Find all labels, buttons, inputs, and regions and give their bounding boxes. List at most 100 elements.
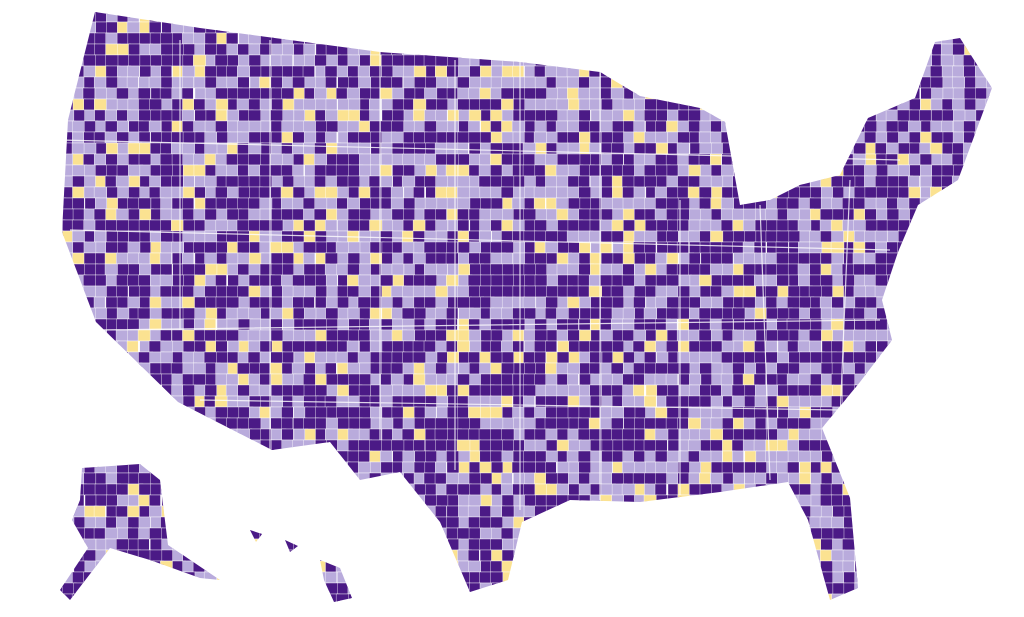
county — [392, 65, 405, 78]
county — [973, 307, 987, 320]
county — [754, 538, 770, 551]
county — [843, 605, 854, 616]
county — [171, 527, 184, 540]
county — [632, 571, 646, 584]
county — [73, 109, 86, 122]
county — [985, 252, 992, 265]
county — [931, 527, 944, 540]
county — [314, 219, 327, 232]
county — [931, 87, 944, 100]
county — [524, 21, 538, 34]
county — [931, 197, 947, 210]
county — [238, 527, 251, 540]
county — [60, 494, 64, 507]
county — [590, 186, 603, 199]
county — [446, 21, 460, 34]
county — [281, 571, 294, 584]
county — [721, 560, 737, 573]
county — [116, 32, 130, 45]
county — [82, 274, 97, 287]
county — [930, 516, 942, 529]
county — [523, 329, 536, 342]
county — [588, 593, 603, 602]
county — [567, 593, 583, 602]
county — [159, 186, 174, 199]
county — [172, 450, 186, 463]
county — [699, 98, 713, 111]
county — [194, 12, 207, 23]
county — [237, 197, 251, 210]
county — [885, 549, 901, 562]
county — [501, 505, 516, 518]
county — [271, 571, 284, 584]
county — [391, 571, 406, 584]
county — [920, 450, 934, 463]
county — [314, 472, 330, 485]
county — [83, 65, 96, 78]
county — [139, 439, 153, 452]
county — [666, 252, 679, 265]
county — [588, 54, 601, 67]
county — [116, 318, 130, 331]
county — [997, 352, 1011, 363]
county — [501, 494, 515, 507]
county — [93, 527, 107, 540]
county — [953, 208, 969, 221]
county — [138, 274, 151, 287]
county — [843, 131, 858, 144]
county — [501, 450, 515, 463]
county — [413, 12, 425, 23]
county — [721, 285, 735, 298]
county — [809, 43, 823, 56]
county — [478, 54, 494, 67]
county — [985, 65, 992, 78]
county — [975, 340, 988, 353]
county — [577, 87, 590, 100]
county — [985, 285, 992, 298]
county — [392, 32, 405, 45]
county — [270, 351, 285, 364]
county — [909, 164, 922, 177]
county — [809, 32, 823, 45]
county — [975, 285, 990, 298]
county — [425, 32, 441, 45]
county — [468, 131, 482, 144]
county — [489, 307, 504, 320]
county — [72, 527, 86, 540]
county — [766, 0, 779, 11]
county — [293, 605, 306, 616]
county — [204, 32, 218, 45]
county — [40, 363, 53, 374]
county — [787, 98, 801, 111]
county — [997, 473, 1009, 484]
county — [171, 417, 187, 430]
county — [248, 483, 264, 496]
county — [919, 549, 933, 562]
county — [216, 593, 229, 602]
county — [996, 33, 1008, 44]
county — [315, 384, 328, 397]
county — [259, 582, 273, 595]
county — [919, 406, 933, 419]
county — [150, 593, 163, 602]
county — [62, 32, 78, 45]
county — [357, 296, 372, 309]
county — [897, 0, 912, 11]
county — [666, 175, 679, 188]
county — [809, 439, 822, 452]
county — [918, 263, 933, 276]
county — [599, 274, 614, 287]
county — [722, 417, 735, 430]
county — [380, 516, 396, 529]
county — [732, 538, 748, 551]
county — [590, 175, 603, 188]
county — [809, 230, 821, 243]
county — [435, 65, 448, 78]
county — [423, 340, 437, 353]
county — [940, 593, 953, 602]
county — [929, 274, 943, 287]
county — [986, 605, 998, 616]
county — [149, 406, 165, 419]
county — [985, 461, 992, 474]
county — [127, 505, 140, 518]
